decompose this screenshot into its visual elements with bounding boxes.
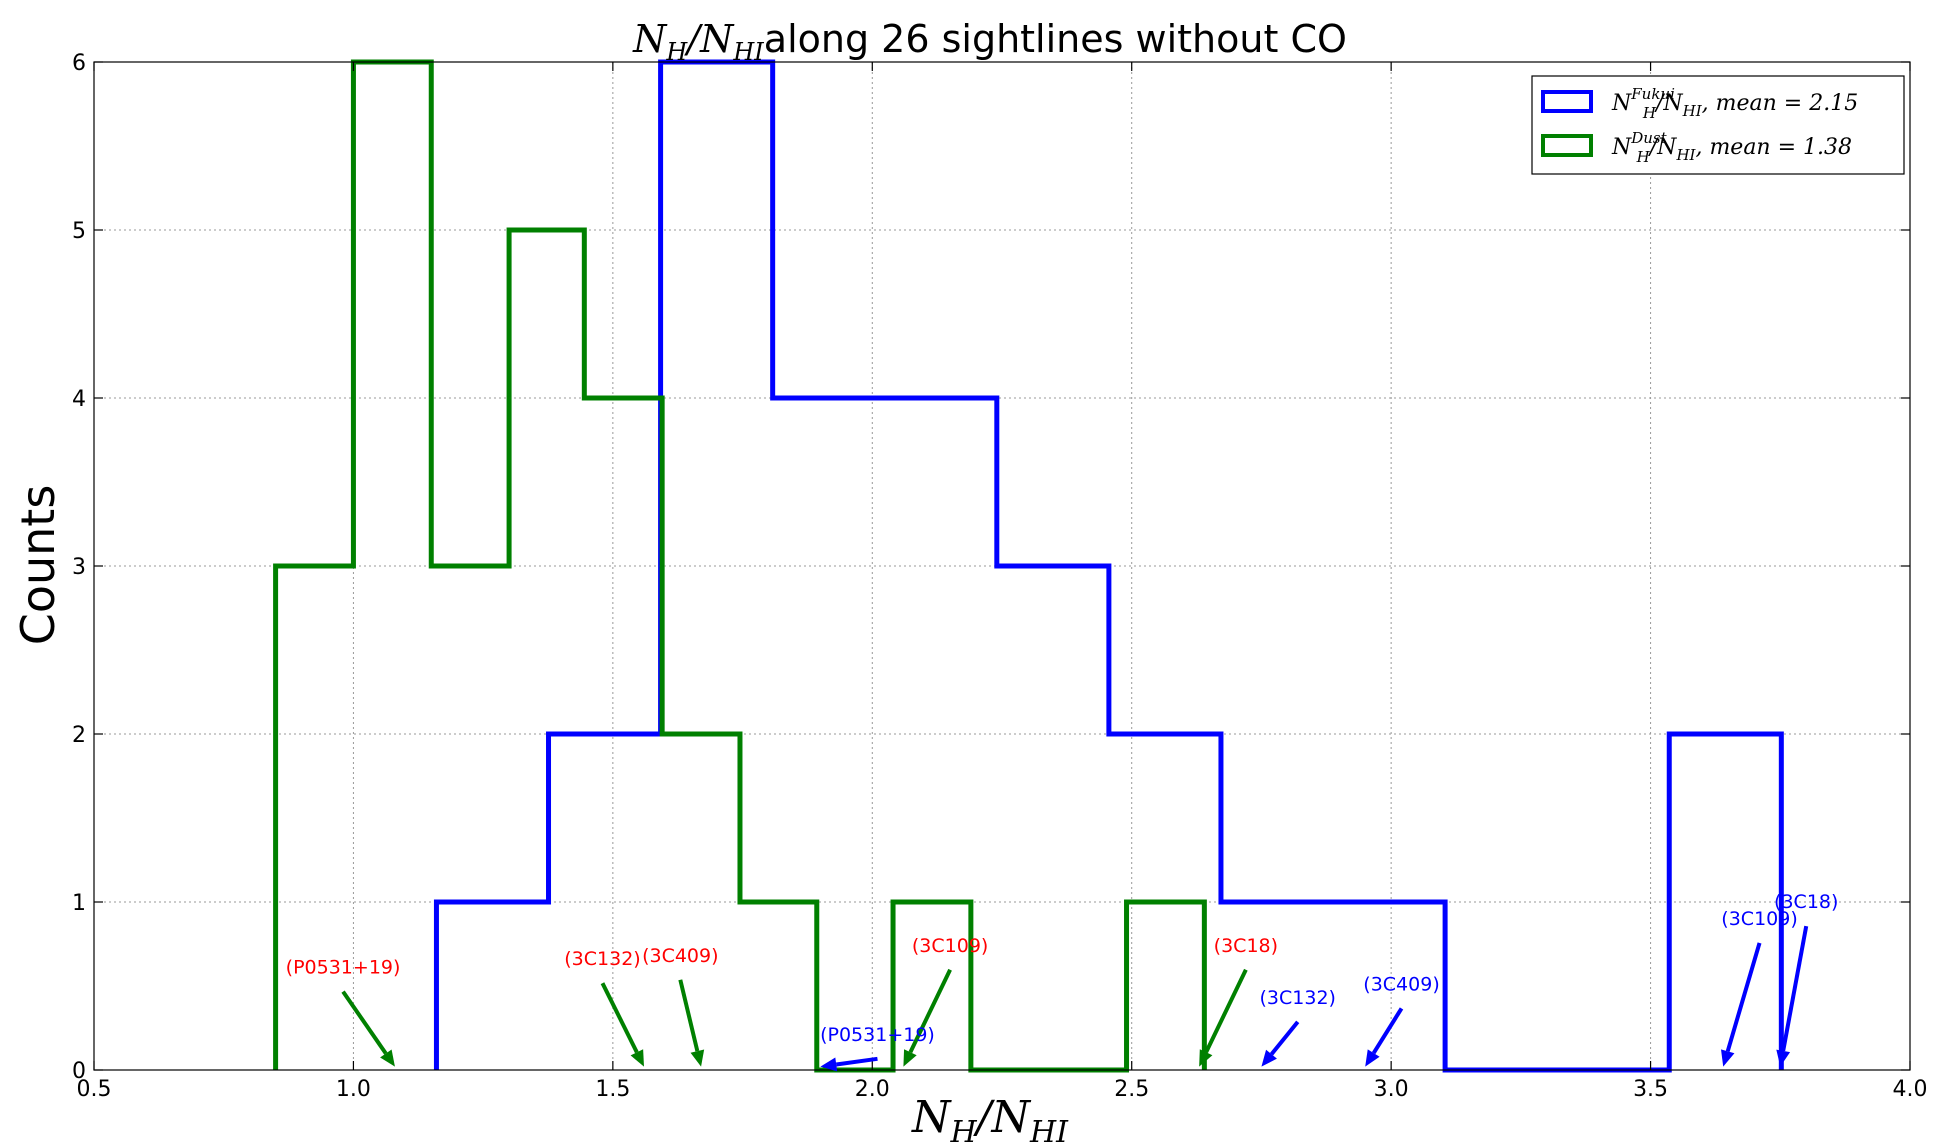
annotation-arrow [835,1056,878,1067]
y-tick-label: 3 [72,555,86,580]
x-axis-label: NH/NHI [911,1092,1069,1143]
annotation-arrow [678,979,700,1052]
annotation-label: (3C18) [1774,891,1838,913]
annotation-arrowhead [1261,1049,1277,1067]
annotations: (P0531+19) (3C132) (3C409) (3C109) (3C18)(P0… [286,891,1838,1072]
annotation-label: (3C409) [642,945,718,967]
annotation-label: (P0531+19) [820,1024,935,1046]
annotation-arrowhead [690,1049,705,1067]
title-math-n: N [632,17,668,61]
x-tick-label: 4.0 [1893,1077,1928,1102]
annotation-label: (3C18) [1214,935,1278,957]
title-math-sub-hi: HI [732,38,764,66]
annotation-label: (3C409) [1363,973,1439,995]
x-tick-label: 2.0 [855,1077,890,1102]
annotation-arrow [908,968,952,1054]
annotation-label: (3C132) [1260,987,1336,1009]
title-math-slash: /N [683,17,735,61]
annotation-arrow [1371,1007,1404,1055]
annotation-arrowhead [1365,1049,1380,1067]
legend: NFukui H/NHI, mean = 2.15 NDust H/NHI, mea… [1531,75,1905,175]
annotation-label: (P0531+19) [286,957,401,979]
annotation-arrow [1204,968,1248,1054]
annotation-arrow [1725,942,1762,1052]
chart-title: NH/NHIalong 26 sightlines without CO [632,17,1347,66]
annotation-arrowhead [380,1049,395,1067]
legend-swatch-dust [1541,134,1593,157]
y-tick-label: 1 [72,891,86,916]
legend-label-dust: NDust H/NHI, mean = 1.38 [1611,129,1852,166]
x-tick-label: 3.5 [1633,1077,1668,1102]
xlabel-sub-hi: HI [1029,1115,1069,1143]
annotation-arrowhead [903,1049,917,1067]
legend-box [1531,75,1905,175]
y-tick-label: 5 [72,219,86,244]
annotation-arrowhead [820,1057,838,1072]
legend-swatch-fukui [1541,90,1593,113]
y-axis-label: Counts [11,485,65,646]
x-tick-label: 3.0 [1374,1077,1409,1102]
annotation-arrowhead [1721,1049,1735,1067]
x-tick-label: 2.5 [1114,1077,1149,1102]
annotation-label: (3C109) [1721,908,1797,930]
title-text: along 26 sightlines without CO [764,17,1347,61]
annotation-label: (3C109) [912,935,988,957]
x-tick-label: 1.5 [595,1077,630,1102]
annotation-arrow [1781,925,1809,1052]
annotation-arrow [1269,1020,1300,1056]
xlabel-slash: /N [973,1092,1032,1143]
x-tick-label: 0.5 [77,1077,112,1102]
title-math-sub-h: H [665,38,688,66]
y-tick-label: 4 [72,387,86,412]
annotation-arrow [600,982,639,1054]
legend-label-fukui: NFukui H/NHI, mean = 2.15 [1611,85,1858,122]
annotation-arrowhead [630,1049,644,1067]
xlabel-sub-h: H [949,1115,977,1143]
y-tick-label: 6 [72,51,86,76]
annotation-label: (3C132) [564,948,640,970]
y-tick-label: 0 [72,1059,86,1084]
y-tick-label: 2 [72,723,86,748]
annotation-arrowhead [1776,1049,1791,1067]
x-tick-label: 1.0 [336,1077,371,1102]
axis-ticks: 0.5 1.0 1.5 2.0 2.5 3.0 3.5 4.0 0 1 2 3 4 5 6 [72,51,1928,1102]
annotation-arrow [341,990,388,1055]
xlabel-n: N [911,1092,952,1143]
annotation-arrowhead [1199,1049,1213,1067]
